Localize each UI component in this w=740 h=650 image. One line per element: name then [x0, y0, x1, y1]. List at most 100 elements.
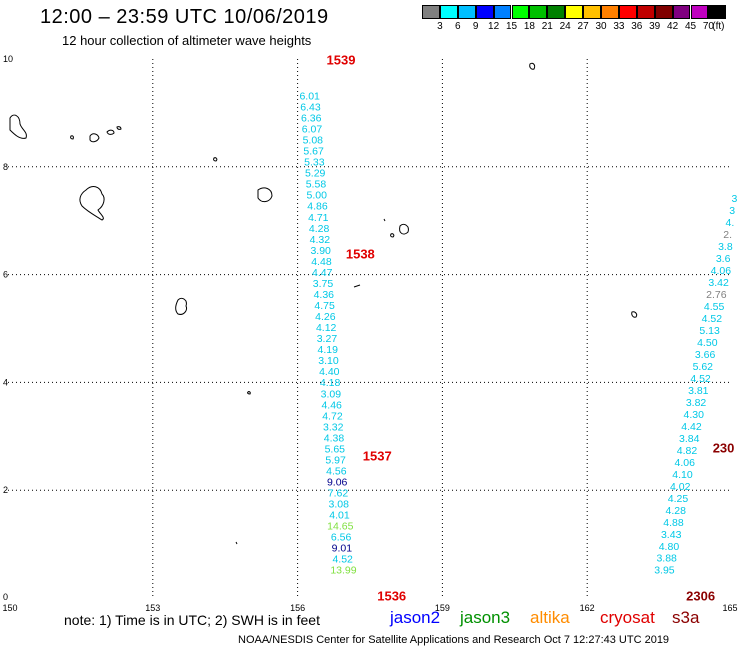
wave-height-value: 2.: [723, 229, 732, 241]
colorbar-swatch: [529, 5, 548, 19]
wave-height-value: 6.36: [301, 112, 322, 124]
wave-height-value: 3.32: [323, 421, 344, 433]
wave-height-value: 4.38: [324, 432, 345, 444]
wave-height-value: 3.6: [716, 253, 731, 265]
colorbar-swatch: [601, 5, 619, 19]
wave-height-value: 4.56: [326, 465, 347, 477]
colorbar-label: 6: [455, 21, 461, 32]
wave-height-value: 4.: [726, 217, 735, 229]
x-tick-label: 159: [435, 603, 450, 613]
wave-height-value: 4.72: [322, 410, 343, 422]
pass-time-label: 1539: [327, 52, 356, 67]
wave-height-value: 3.90: [310, 245, 331, 257]
island-outline: [631, 311, 638, 318]
map-grid: [8, 59, 732, 598]
wave-height-value: 3.42: [708, 277, 729, 289]
wave-height-value: 4.52: [690, 373, 711, 385]
wave-height-value: 6.07: [302, 124, 323, 136]
wave-height-value: 4.36: [314, 289, 335, 301]
pass-time-labels: 1539 1538 1537 1536 230 2306: [327, 52, 735, 603]
satellite-cryosat-label: cryosat: [600, 608, 655, 627]
wave-height-value: 4.25: [668, 493, 689, 505]
wave-height-value: 4.32: [310, 234, 331, 246]
axis-tick-labels: 150 153 156 159 162 165 10 8 6 4 2 0: [2, 54, 737, 613]
island-outline: [399, 223, 409, 235]
colorbar-swatch: [618, 5, 637, 19]
x-tick-label: 150: [2, 603, 17, 613]
wave-height-value: 3: [729, 205, 735, 217]
wave-height-value: 4.01: [329, 510, 350, 522]
wave-height-value: 4.47: [312, 267, 333, 279]
wave-height-value: 3.95: [654, 565, 675, 577]
wave-height-value: 4.48: [311, 256, 332, 268]
wave-height-value: 4.28: [665, 505, 686, 517]
y-tick-label: 2: [3, 485, 8, 495]
wave-height-value: 4.42: [681, 421, 702, 433]
colorbar-label: 42: [667, 21, 679, 32]
chart-subtitle: 12 hour collection of altimeter wave hei…: [62, 33, 312, 48]
wave-height-value: 4.82: [677, 445, 698, 457]
colorbar-swatch: [583, 5, 601, 19]
island-outline: [79, 186, 105, 221]
y-tick-label: 8: [3, 162, 8, 172]
island-outlines: [9, 62, 638, 545]
colorbar-label: 27: [577, 21, 589, 32]
wave-height-value: 3.43: [661, 529, 682, 541]
pass-time-label: 1536: [377, 589, 406, 604]
wave-height-value: 4.71: [308, 212, 329, 224]
island-outline: [390, 233, 395, 238]
wave-height-value: 4.19: [318, 344, 339, 356]
satellite-s3a-label: s3a: [672, 608, 700, 627]
wave-height-value: 3.66: [695, 349, 716, 361]
colorbar-label: 36: [631, 21, 643, 32]
colorbar-swatch: [457, 5, 476, 19]
wave-height-value: 3.08: [329, 499, 350, 511]
wave-height-value: 4.28: [309, 223, 330, 235]
wave-height-value: 3.84: [679, 433, 700, 445]
colorbar-label: 3: [437, 21, 443, 32]
wave-height-value: 13.99: [330, 565, 356, 577]
legend-bar: note: 1) Time is in UTC; 2) SWH is in fe…: [0, 606, 740, 632]
wave-height-value: 3: [731, 193, 737, 205]
wave-height-value: 4.02: [670, 481, 691, 493]
colorbar-swatch: [708, 5, 727, 19]
wave-height-value: 4.10: [672, 469, 693, 481]
wave-height-value: 3.8: [718, 241, 733, 253]
colorbar-legend: 3 6 9 12 15 18 21 24 27 30 33 36 39 42 45 70 (ft): [422, 5, 732, 35]
colorbar-label: 30: [595, 21, 607, 32]
colorbar-label: 24: [559, 21, 571, 32]
wave-height-value: 4.12: [316, 322, 337, 334]
wave-height-value: 4.18: [320, 377, 341, 389]
wave-height-value: 4.50: [697, 337, 718, 349]
wave-height-value: 2.76: [706, 289, 727, 301]
wave-height-value: 4.52: [332, 554, 353, 566]
colorbar-swatch: [690, 5, 709, 19]
wave-height-value: 14.65: [327, 521, 353, 533]
island-outline: [529, 62, 536, 70]
x-tick-label: 153: [145, 603, 160, 613]
colorbar-label: 21: [541, 21, 553, 32]
wave-height-value: 7.62: [328, 488, 349, 500]
pass-time-label: 1537: [363, 449, 392, 464]
colorbar-swatch: [654, 5, 673, 19]
pass-time-label: 2306: [686, 589, 715, 604]
pass-time-label: 230: [713, 440, 735, 455]
wave-height-value: 4.40: [319, 366, 340, 378]
wave-height-value: 3.09: [321, 388, 342, 400]
wave-height-value: 4.88: [663, 517, 684, 529]
wave-height-value: 5.62: [693, 361, 714, 373]
wave-height-value: 3.82: [686, 397, 707, 409]
wave-height-value: 5.33: [304, 157, 325, 169]
satellite-altika-label: altika: [530, 608, 570, 627]
island-outline: [257, 187, 273, 203]
x-tick-label: 162: [580, 603, 595, 613]
colorbar-label: 15: [505, 21, 518, 32]
altimeter-tracks: 6.016.436.366.075.085.675.335.295.585.00…: [299, 90, 737, 576]
colorbar-label: 9: [472, 21, 479, 32]
wave-height-value: 3.88: [656, 553, 677, 565]
island-outline: [353, 284, 361, 288]
island-outline: [70, 135, 74, 140]
y-tick-label: 6: [3, 270, 8, 280]
wave-height-value: 5.08: [303, 135, 324, 147]
y-tick-label: 10: [3, 54, 13, 64]
